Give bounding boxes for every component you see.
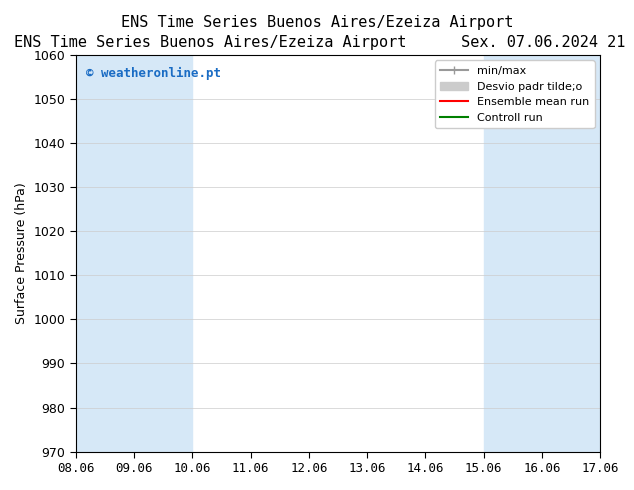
Bar: [76, 55, 192, 452]
Title: ENS Time Series Buenos Aires/Ezeiza Airport      Sex. 07.06.2024 21 UTC: ENS Time Series Buenos Aires/Ezeiza Airp…: [14, 35, 634, 49]
Bar: [484, 55, 600, 452]
Y-axis label: Surface Pressure (hPa): Surface Pressure (hPa): [15, 182, 28, 324]
Text: © weatheronline.pt: © weatheronline.pt: [86, 67, 221, 80]
Text: ENS Time Series Buenos Aires/Ezeiza Airport: ENS Time Series Buenos Aires/Ezeiza Airp…: [121, 15, 513, 30]
Legend: min/max, Desvio padr tilde;o, Ensemble mean run, Controll run: min/max, Desvio padr tilde;o, Ensemble m…: [435, 60, 595, 128]
